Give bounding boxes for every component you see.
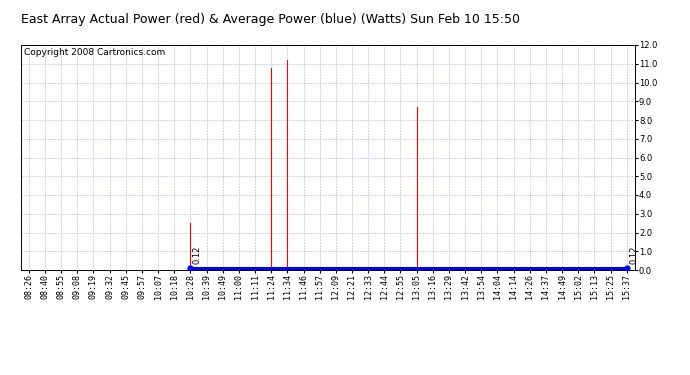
Text: East Array Actual Power (red) & Average Power (blue) (Watts) Sun Feb 10 15:50: East Array Actual Power (red) & Average … [21,13,520,26]
Text: 0.12: 0.12 [629,246,638,264]
Text: Copyright 2008 Cartronics.com: Copyright 2008 Cartronics.com [23,48,165,57]
Text: 0.12: 0.12 [193,246,201,264]
